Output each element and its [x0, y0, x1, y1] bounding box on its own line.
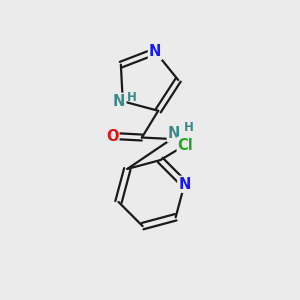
Text: Cl: Cl: [178, 138, 194, 153]
Text: H: H: [184, 121, 194, 134]
Text: N: N: [113, 94, 125, 109]
Text: N: N: [178, 177, 191, 192]
Text: O: O: [106, 128, 118, 143]
Text: H: H: [127, 91, 136, 104]
Text: N: N: [149, 44, 161, 59]
Text: N: N: [168, 126, 180, 141]
